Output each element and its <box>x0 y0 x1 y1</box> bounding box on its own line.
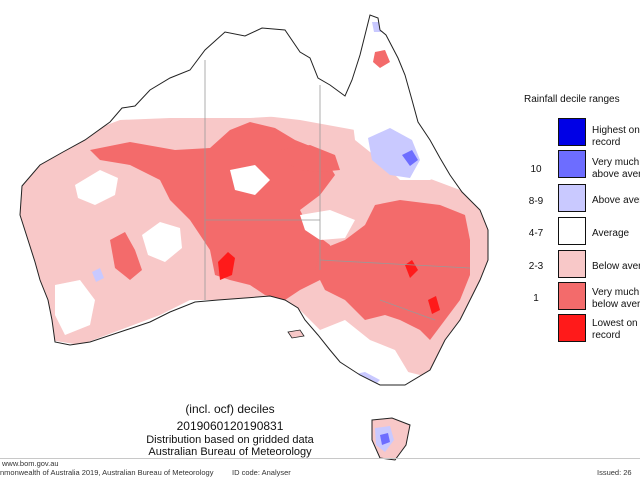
legend-code-1: 1 <box>533 293 539 304</box>
legend-swatch-very-much-below <box>558 282 586 310</box>
legend-swatch-lowest-record <box>558 314 586 342</box>
state-boundaries <box>204 60 471 321</box>
very-much-above-spot-ne <box>402 150 418 166</box>
tasmania-very-much-above <box>380 433 390 445</box>
average-patch-2 <box>142 222 182 262</box>
legend-swatch-below <box>558 250 586 278</box>
average-patch-north <box>160 40 330 118</box>
legend-swatch-highest-record <box>558 118 586 146</box>
footer-website: www.bom.gov.au <box>2 459 59 468</box>
legend-code-10: 10 <box>530 164 542 175</box>
legend-swatch-above <box>558 184 586 212</box>
very-much-below-region-central <box>90 122 335 300</box>
caption-decile-type: (incl. ocf) deciles <box>185 402 275 416</box>
average-patch-4 <box>230 165 270 195</box>
legend-label-above: Above aver <box>592 195 640 206</box>
legend-code-2-3: 2-3 <box>528 261 544 272</box>
legend-swatch-average <box>558 217 586 245</box>
legend-swatch-very-much-above <box>558 150 586 178</box>
lowest-record-spot-3 <box>428 296 440 314</box>
very-much-below-region-west <box>110 232 142 280</box>
legend-code-4-7: 4-7 <box>528 228 544 239</box>
legend-label-average: Average <box>592 228 630 239</box>
average-patch-south <box>320 320 410 385</box>
above-average-patch-ne <box>368 128 420 178</box>
average-patch-3 <box>300 210 355 240</box>
footer-issued: Issued: 26 <box>597 468 632 477</box>
legend-label-below: Below aver <box>592 261 640 272</box>
footer-copyright: nmonwealth of Australia 2019, Australian… <box>0 468 214 477</box>
legend-label-very-much-above: Very much above aver <box>592 157 640 180</box>
kangaroo-island <box>287 329 305 339</box>
very-much-below-spot-north <box>373 50 390 68</box>
footer-divider <box>0 458 640 459</box>
coastline-outline <box>19 14 489 386</box>
legend-label-highest-record: Highest on record <box>592 125 640 148</box>
legend-label-very-much-below: Very much below aver <box>592 287 640 310</box>
average-patch-1 <box>75 170 118 205</box>
footer-id-code: ID code: Analyser <box>232 468 291 477</box>
legend-code-8-9: 8-9 <box>528 196 544 207</box>
very-much-below-region-nw <box>280 145 340 172</box>
average-patch-sw <box>55 280 95 335</box>
caption-date-range: 2019060120190831 <box>176 419 284 433</box>
legend-label-lowest-record: Lowest on record <box>592 318 638 341</box>
caption-agency: Australian Bureau of Meteorology <box>148 446 312 458</box>
lowest-record-spot-1 <box>218 252 235 280</box>
above-average-patch-w <box>92 268 104 282</box>
legend-title: Rainfall decile ranges <box>524 94 620 105</box>
caption-distribution: Distribution based on gridded data <box>146 434 314 446</box>
